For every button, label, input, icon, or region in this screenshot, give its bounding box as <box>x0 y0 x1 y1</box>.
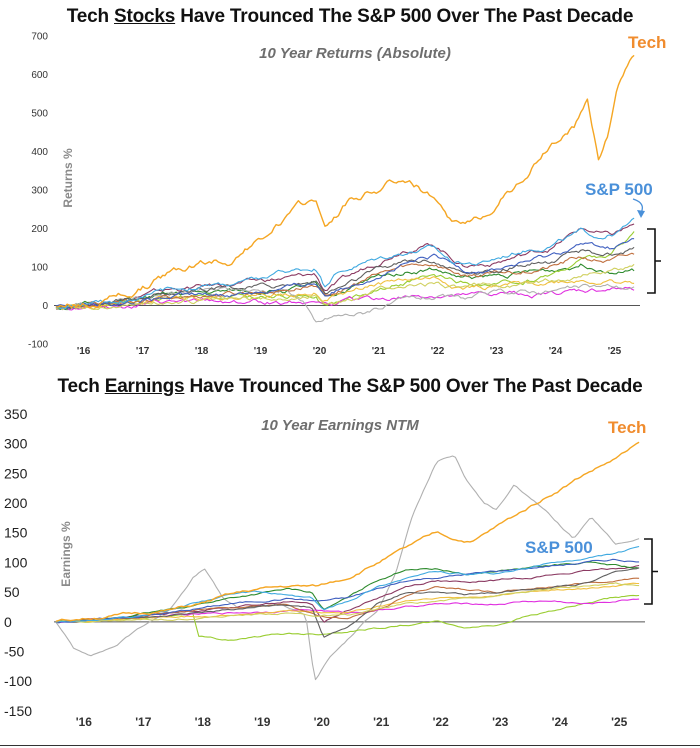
series-line-o0 <box>55 223 635 311</box>
chart-title: Tech Earnings Have Trounced The S&P 500 … <box>57 376 643 397</box>
y-tick-label: 100 <box>31 263 48 274</box>
chart-subtitle: 10 Year Earnings NTM <box>261 417 419 434</box>
x-tick-label: '25 <box>611 715 628 729</box>
tech-label: Tech <box>628 33 666 52</box>
x-tick-label: '17 <box>136 346 150 357</box>
y-tick-label: 0 <box>4 614 12 630</box>
y-tick-label: 50 <box>4 584 20 600</box>
chart-subtitle: 10 Year Returns (Absolute) <box>259 45 451 62</box>
sp500-label: S&P 500 <box>585 180 653 199</box>
y-tick-label: 350 <box>4 406 28 422</box>
earnings-chart: 10 Year Earnings NTM Earnings % -150 -100 -5… <box>4 406 658 729</box>
x-tick-label: '20 <box>313 346 327 357</box>
x-tick-label: '24 <box>552 715 569 729</box>
x-tick-label: '22 <box>433 715 450 729</box>
x-tick-label: '23 <box>490 346 504 357</box>
series-line-o7 <box>55 567 640 638</box>
y-tick-label: 500 <box>31 109 48 120</box>
series-line-sp500 <box>55 217 635 310</box>
y-axis-label: Earnings % <box>59 521 73 587</box>
x-tick-label: '24 <box>549 346 563 357</box>
returns-chart-panel: Tech Stocks Have Trounced The S&P 500 Ov… <box>0 0 700 372</box>
x-tick-label: '23 <box>492 715 509 729</box>
series-line-o9 <box>55 582 640 624</box>
y-tick-label: 200 <box>31 224 48 235</box>
y-axis-label: Returns % <box>61 148 75 208</box>
sp500-arrow-head <box>637 210 645 218</box>
x-tick-label: '18 <box>195 346 209 357</box>
series-line-tech <box>55 54 635 309</box>
series-line-o9 <box>55 263 635 311</box>
peer-bracket <box>647 228 661 294</box>
x-tick-label: '16 <box>77 346 91 357</box>
series-line-o5 <box>55 582 640 624</box>
x-tick-label: '21 <box>373 715 390 729</box>
tech-label: Tech <box>608 418 646 437</box>
earnings-chart-panel: Tech Earnings Have Trounced The S&P 500 … <box>0 372 700 748</box>
x-tick-label: '18 <box>195 715 212 729</box>
x-tick-label: '21 <box>372 346 386 357</box>
returns-chart: 10 Year Returns (Absolute) Returns % -100 0… <box>28 32 666 358</box>
bottom-rule <box>0 745 700 746</box>
sp500-label: S&P 500 <box>525 538 593 557</box>
series-line-o5 <box>55 276 635 310</box>
y-tick-label: 600 <box>31 70 48 81</box>
y-tick-label: 100 <box>4 554 28 570</box>
x-tick-label: '19 <box>254 715 271 729</box>
x-tick-label: '25 <box>608 346 622 357</box>
x-tick-label: '17 <box>135 715 152 729</box>
x-tick-label: '16 <box>76 715 93 729</box>
chart-title: Tech Stocks Have Trounced The S&P 500 Ov… <box>66 6 634 27</box>
series-line-tech <box>55 441 640 622</box>
y-tick-label: 0 <box>42 301 48 312</box>
x-tick-label: '20 <box>314 715 331 729</box>
y-tick-label: 300 <box>4 436 28 452</box>
series-line-o4 <box>55 455 640 681</box>
y-tick-label: 200 <box>4 495 28 511</box>
y-tick-label: 400 <box>31 147 48 158</box>
peer-bracket <box>644 538 658 605</box>
series-line-o7 <box>55 246 635 310</box>
y-tick-label: 250 <box>4 465 28 481</box>
y-tick-label: -100 <box>28 340 48 351</box>
y-tick-label: 300 <box>31 186 48 197</box>
y-tick-label: -50 <box>4 644 24 660</box>
y-tick-label: -150 <box>4 703 32 719</box>
y-tick-label: -100 <box>4 673 32 689</box>
x-tick-label: '22 <box>431 346 445 357</box>
x-tick-label: '19 <box>254 346 268 357</box>
y-tick-label: 700 <box>31 32 48 43</box>
series-line-o8 <box>55 558 640 624</box>
series-line-o8 <box>55 238 635 309</box>
y-tick-label: 150 <box>4 525 28 541</box>
